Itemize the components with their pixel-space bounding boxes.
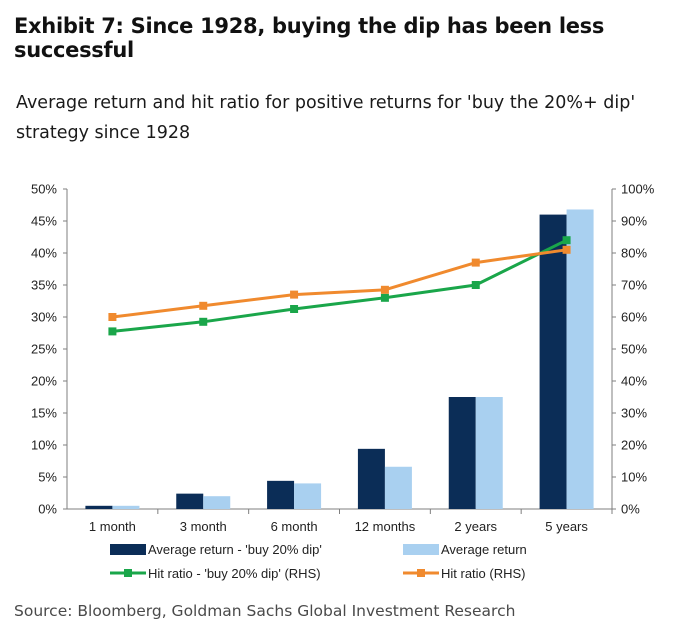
line-hit-ratio-buy-dip xyxy=(112,238,568,333)
x-tick-label: 3 month xyxy=(180,519,227,534)
point-hit-ratio xyxy=(199,301,208,310)
exhibit-title: Exhibit 7: Since 1928, buying the dip ha… xyxy=(14,14,605,62)
legend-label-0: Average return - 'buy 20% dip' xyxy=(148,542,322,557)
x-tick-label: 2 years xyxy=(454,519,497,534)
y-tick-label: 50% xyxy=(31,182,57,197)
bar-avg-return xyxy=(112,505,140,509)
y-tick-label: 20% xyxy=(31,374,57,389)
bar-avg-return xyxy=(384,466,412,509)
y-tick-label: 25% xyxy=(31,342,57,357)
point-hit-ratio-buy-dip xyxy=(380,293,389,302)
chart-subtitle: Average return and hit ratio for positiv… xyxy=(16,93,636,143)
bar-avg-return-buy-dip xyxy=(85,505,113,509)
point-hit-ratio-buy-dip xyxy=(290,305,299,313)
x-tick-label: 1 month xyxy=(89,519,136,534)
source-note: Source: Bloomberg, Goldman Sachs Global … xyxy=(14,602,516,620)
legend-swatch-1 xyxy=(403,544,439,555)
point-hit-ratio xyxy=(108,313,117,321)
legend-label-1: Average return xyxy=(441,542,527,557)
legend-label-3: Hit ratio (RHS) xyxy=(441,566,526,581)
y-tick-label: 0% xyxy=(38,502,57,517)
legend-swatch-marker-2 xyxy=(124,569,132,577)
legend-swatch-marker-3 xyxy=(417,569,425,577)
bar-avg-return-buy-dip xyxy=(267,480,295,509)
legend-swatch-0 xyxy=(110,544,146,555)
bar-avg-return xyxy=(475,397,503,509)
x-tick-label: 12 months xyxy=(355,519,416,534)
y2-tick-label: 80% xyxy=(621,246,647,261)
point-hit-ratio xyxy=(290,290,299,299)
point-hit-ratio xyxy=(471,258,480,267)
bar-avg-return xyxy=(566,209,594,510)
x-tick-label: 6 month xyxy=(271,519,318,534)
bar-avg-return xyxy=(203,496,231,509)
chart-bars xyxy=(85,209,594,510)
bar-avg-return xyxy=(294,483,322,509)
y2-tick-label: 50% xyxy=(621,342,647,357)
chart: 0% 5% 10% 15% 20% 25% 30% 35% 40% 45% 50% 0% 10% 20% 3… xyxy=(31,182,655,582)
y2-tick-label: 60% xyxy=(621,310,647,325)
line-hit-ratio xyxy=(112,248,567,319)
y2-tick-label: 40% xyxy=(621,374,647,389)
point-hit-ratio-buy-dip xyxy=(199,317,208,326)
y-tick-label: 10% xyxy=(31,438,57,453)
y2-tick-label: 20% xyxy=(621,438,647,453)
point-hit-ratio-buy-dip xyxy=(471,281,480,289)
point-hit-ratio xyxy=(380,285,389,294)
bar-avg-return-buy-dip xyxy=(448,397,476,509)
chart-lines xyxy=(108,236,571,336)
y2-tick-label: 10% xyxy=(621,470,647,485)
y2-tick-label: 0% xyxy=(621,502,640,517)
y-tick-label: 5% xyxy=(38,470,57,485)
bar-avg-return-buy-dip xyxy=(176,493,204,509)
y2-tick-label: 70% xyxy=(621,278,647,293)
x-tick-label: 5 years xyxy=(545,519,588,534)
y-tick-label: 40% xyxy=(31,246,57,261)
y2-tick-label: 100% xyxy=(621,182,655,197)
point-hit-ratio xyxy=(562,245,571,254)
chart-legend: Average return - 'buy 20% dip' Average re… xyxy=(110,542,527,581)
point-hit-ratio-buy-dip xyxy=(562,236,571,245)
bar-avg-return-buy-dip xyxy=(357,448,385,509)
legend-label-2: Hit ratio - 'buy 20% dip' (RHS) xyxy=(148,566,321,581)
y2-tick-label: 90% xyxy=(621,214,647,229)
y-tick-label: 45% xyxy=(31,214,57,229)
y-tick-label: 15% xyxy=(31,406,57,421)
bar-avg-return-buy-dip xyxy=(539,214,567,509)
y-tick-label: 35% xyxy=(31,278,57,293)
point-hit-ratio-buy-dip xyxy=(108,327,117,336)
y2-tick-label: 30% xyxy=(621,406,647,421)
chart-axes: 0% 5% 10% 15% 20% 25% 30% 35% 40% 45% 50% 0% 10% 20% 3… xyxy=(31,182,655,535)
y-tick-label: 30% xyxy=(31,310,57,325)
